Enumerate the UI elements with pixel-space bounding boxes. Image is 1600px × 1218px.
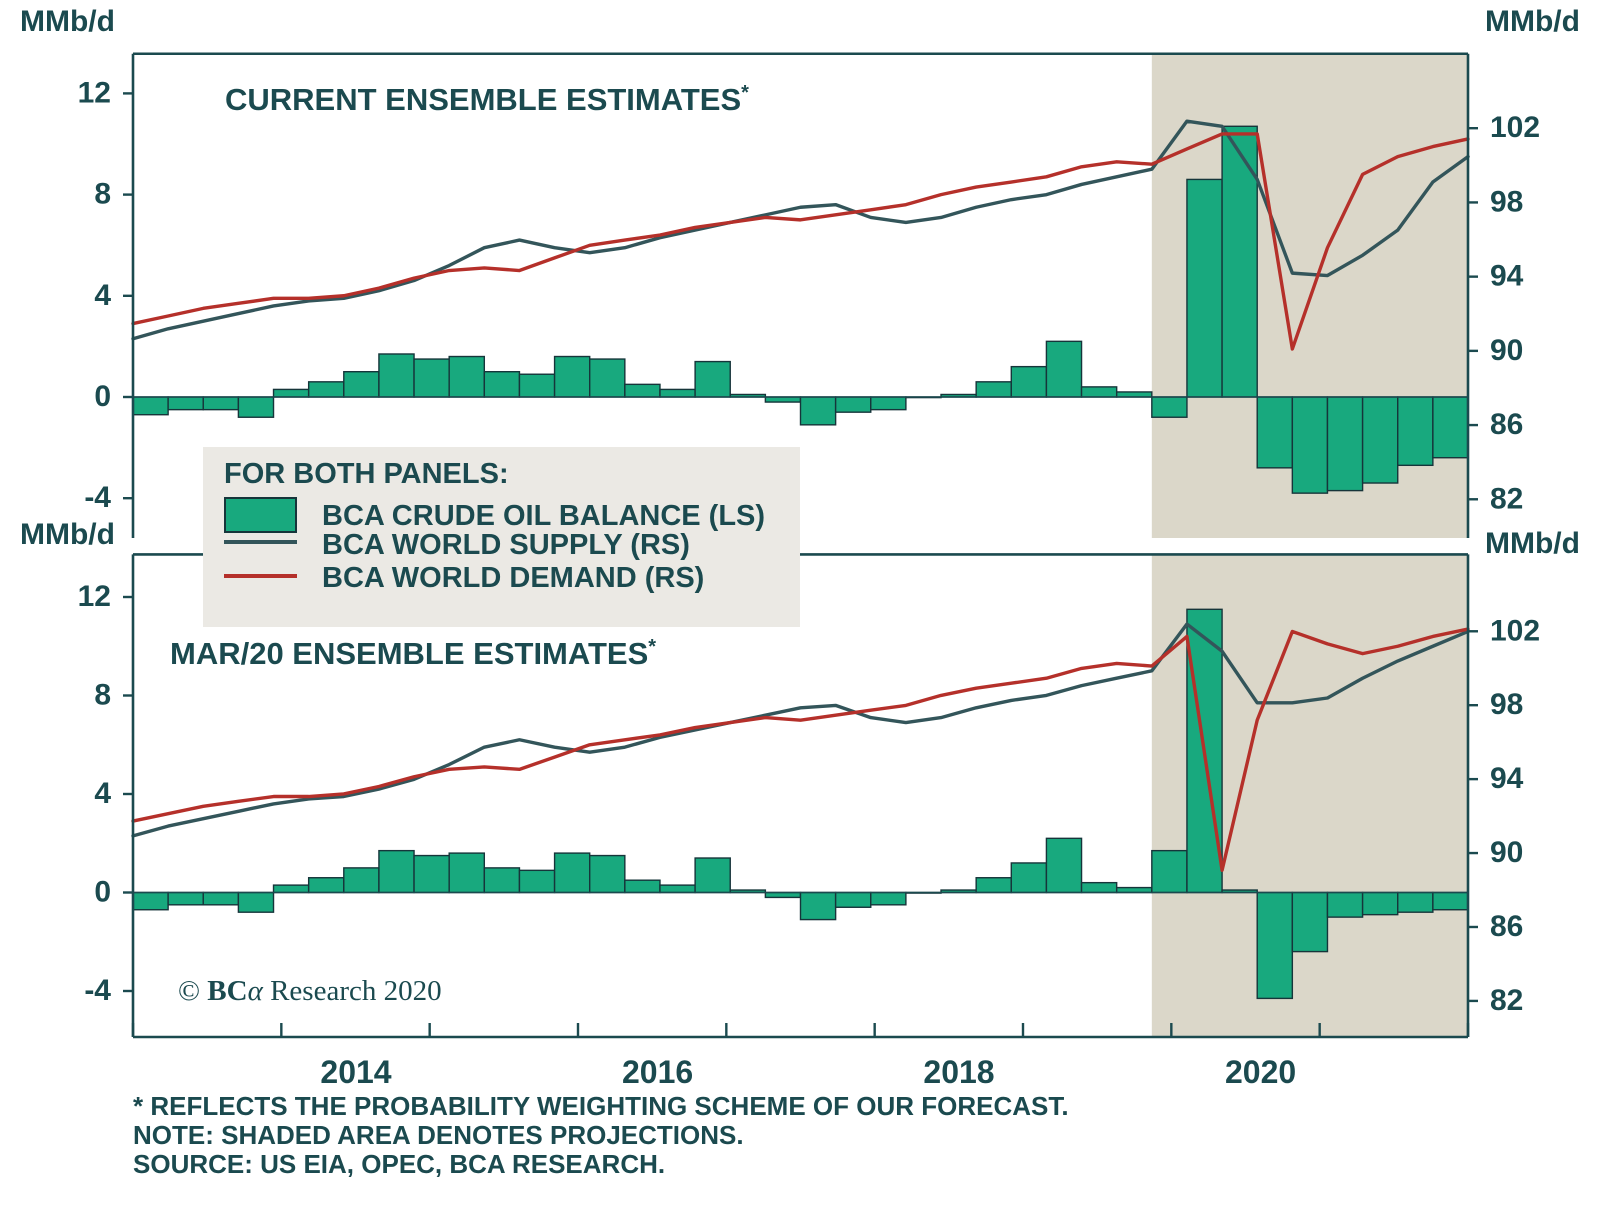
svg-text:12: 12 — [78, 580, 111, 613]
svg-text:102: 102 — [1490, 111, 1540, 144]
svg-text:98: 98 — [1490, 688, 1523, 721]
svg-text:102: 102 — [1490, 614, 1540, 647]
svg-text:8: 8 — [94, 178, 111, 211]
svg-text:-4: -4 — [84, 974, 111, 1007]
svg-text:-4: -4 — [84, 481, 111, 514]
svg-text:12: 12 — [78, 76, 111, 109]
svg-text:86: 86 — [1490, 910, 1523, 943]
svg-text:98: 98 — [1490, 185, 1523, 218]
svg-text:2020: 2020 — [1225, 1054, 1296, 1090]
svg-text:86: 86 — [1490, 408, 1523, 441]
svg-text:2014: 2014 — [320, 1054, 391, 1090]
svg-text:94: 94 — [1490, 260, 1524, 293]
svg-text:82: 82 — [1490, 482, 1523, 515]
svg-text:4: 4 — [94, 777, 111, 810]
svg-text:90: 90 — [1490, 836, 1523, 869]
svg-text:94: 94 — [1490, 762, 1524, 795]
svg-text:90: 90 — [1490, 334, 1523, 367]
svg-text:0: 0 — [94, 380, 111, 413]
svg-text:2016: 2016 — [622, 1054, 693, 1090]
svg-text:4: 4 — [94, 279, 111, 312]
svg-text:8: 8 — [94, 679, 111, 712]
svg-text:2018: 2018 — [923, 1054, 994, 1090]
svg-text:82: 82 — [1490, 984, 1523, 1017]
svg-text:0: 0 — [94, 876, 111, 909]
